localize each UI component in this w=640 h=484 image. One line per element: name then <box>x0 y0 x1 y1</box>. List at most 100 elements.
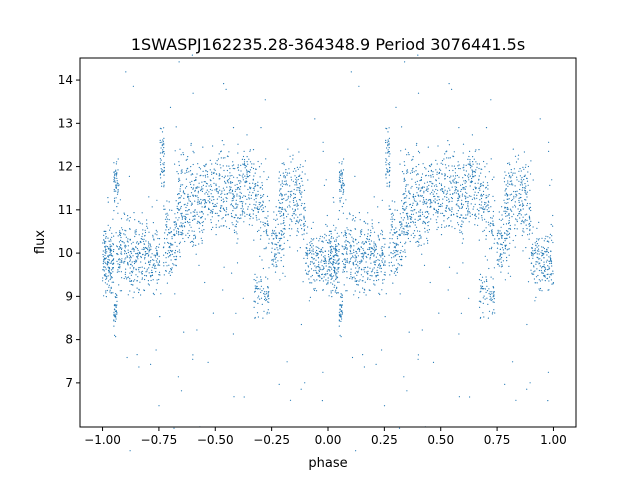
data-point <box>503 181 506 183</box>
data-point <box>159 139 161 141</box>
data-point <box>175 126 177 128</box>
data-point <box>317 265 319 267</box>
data-point <box>514 155 517 157</box>
data-point <box>218 196 220 198</box>
data-point <box>135 259 137 261</box>
data-point <box>508 172 510 174</box>
data-point <box>129 228 131 230</box>
data-point <box>522 187 524 189</box>
data-point <box>342 246 344 248</box>
data-point <box>375 363 377 365</box>
data-point <box>180 390 183 392</box>
data-point <box>393 272 395 274</box>
data-point <box>352 215 354 217</box>
data-point <box>220 199 222 201</box>
data-point <box>451 165 453 167</box>
data-point <box>330 292 332 294</box>
data-point <box>312 245 314 247</box>
data-point <box>185 213 187 215</box>
data-point <box>147 255 149 257</box>
data-point <box>345 236 347 239</box>
data-point <box>511 216 513 218</box>
data-point <box>258 201 260 204</box>
data-point <box>177 212 179 214</box>
data-point <box>303 257 305 259</box>
data-point <box>505 184 507 186</box>
data-point <box>140 256 142 259</box>
data-point <box>178 178 180 180</box>
data-point <box>280 233 282 235</box>
data-point <box>304 220 306 222</box>
data-point <box>105 257 107 260</box>
data-point <box>189 200 191 202</box>
data-point <box>114 296 116 298</box>
data-point <box>502 218 504 220</box>
data-point <box>258 281 260 283</box>
data-point <box>512 239 514 242</box>
data-point <box>533 271 535 273</box>
data-point <box>333 275 335 277</box>
data-point <box>435 180 437 182</box>
data-point <box>311 246 313 248</box>
data-point <box>417 54 419 56</box>
data-point <box>488 288 490 290</box>
data-point <box>529 218 531 220</box>
data-point <box>192 241 194 243</box>
data-point <box>148 196 150 198</box>
data-point <box>311 282 313 284</box>
data-point <box>393 250 395 252</box>
data-point <box>211 189 213 191</box>
data-point <box>405 207 407 209</box>
data-point <box>512 148 514 150</box>
data-point <box>148 247 150 249</box>
data-point <box>468 211 470 213</box>
data-point <box>469 150 471 152</box>
data-point <box>538 250 540 252</box>
data-point <box>230 212 232 215</box>
data-point <box>112 255 114 257</box>
data-point <box>475 215 477 218</box>
data-point <box>539 280 542 282</box>
data-point <box>304 160 306 162</box>
data-point <box>528 238 530 240</box>
data-point <box>417 92 420 94</box>
data-point <box>524 166 527 168</box>
data-point <box>194 211 196 213</box>
data-point <box>130 252 133 254</box>
data-point <box>309 263 311 265</box>
data-point <box>281 231 283 233</box>
data-point <box>407 212 409 214</box>
data-point <box>201 206 203 208</box>
data-point <box>428 175 430 177</box>
data-point <box>364 271 366 273</box>
data-point <box>514 228 516 230</box>
data-point <box>399 241 402 243</box>
data-point <box>354 175 356 177</box>
data-point <box>125 245 127 247</box>
data-point <box>158 274 160 276</box>
x-tick-label: −0.25 <box>253 433 290 447</box>
data-point <box>322 260 325 262</box>
data-point <box>431 191 433 193</box>
data-point <box>173 221 175 223</box>
data-point <box>363 249 365 251</box>
data-point <box>265 291 267 293</box>
data-point <box>340 190 342 192</box>
data-point <box>223 169 225 172</box>
data-point <box>164 218 167 220</box>
data-point <box>249 169 251 171</box>
data-point <box>237 186 240 189</box>
data-point <box>212 145 214 147</box>
data-point <box>139 266 141 269</box>
data-point <box>191 180 193 182</box>
data-point <box>119 246 121 248</box>
data-point <box>174 258 176 261</box>
data-point <box>391 265 394 267</box>
data-point <box>188 235 191 237</box>
data-point <box>262 221 264 223</box>
data-point <box>283 164 285 166</box>
data-point <box>181 217 183 219</box>
data-point <box>417 150 420 152</box>
data-point <box>116 260 118 262</box>
data-point <box>506 233 508 235</box>
